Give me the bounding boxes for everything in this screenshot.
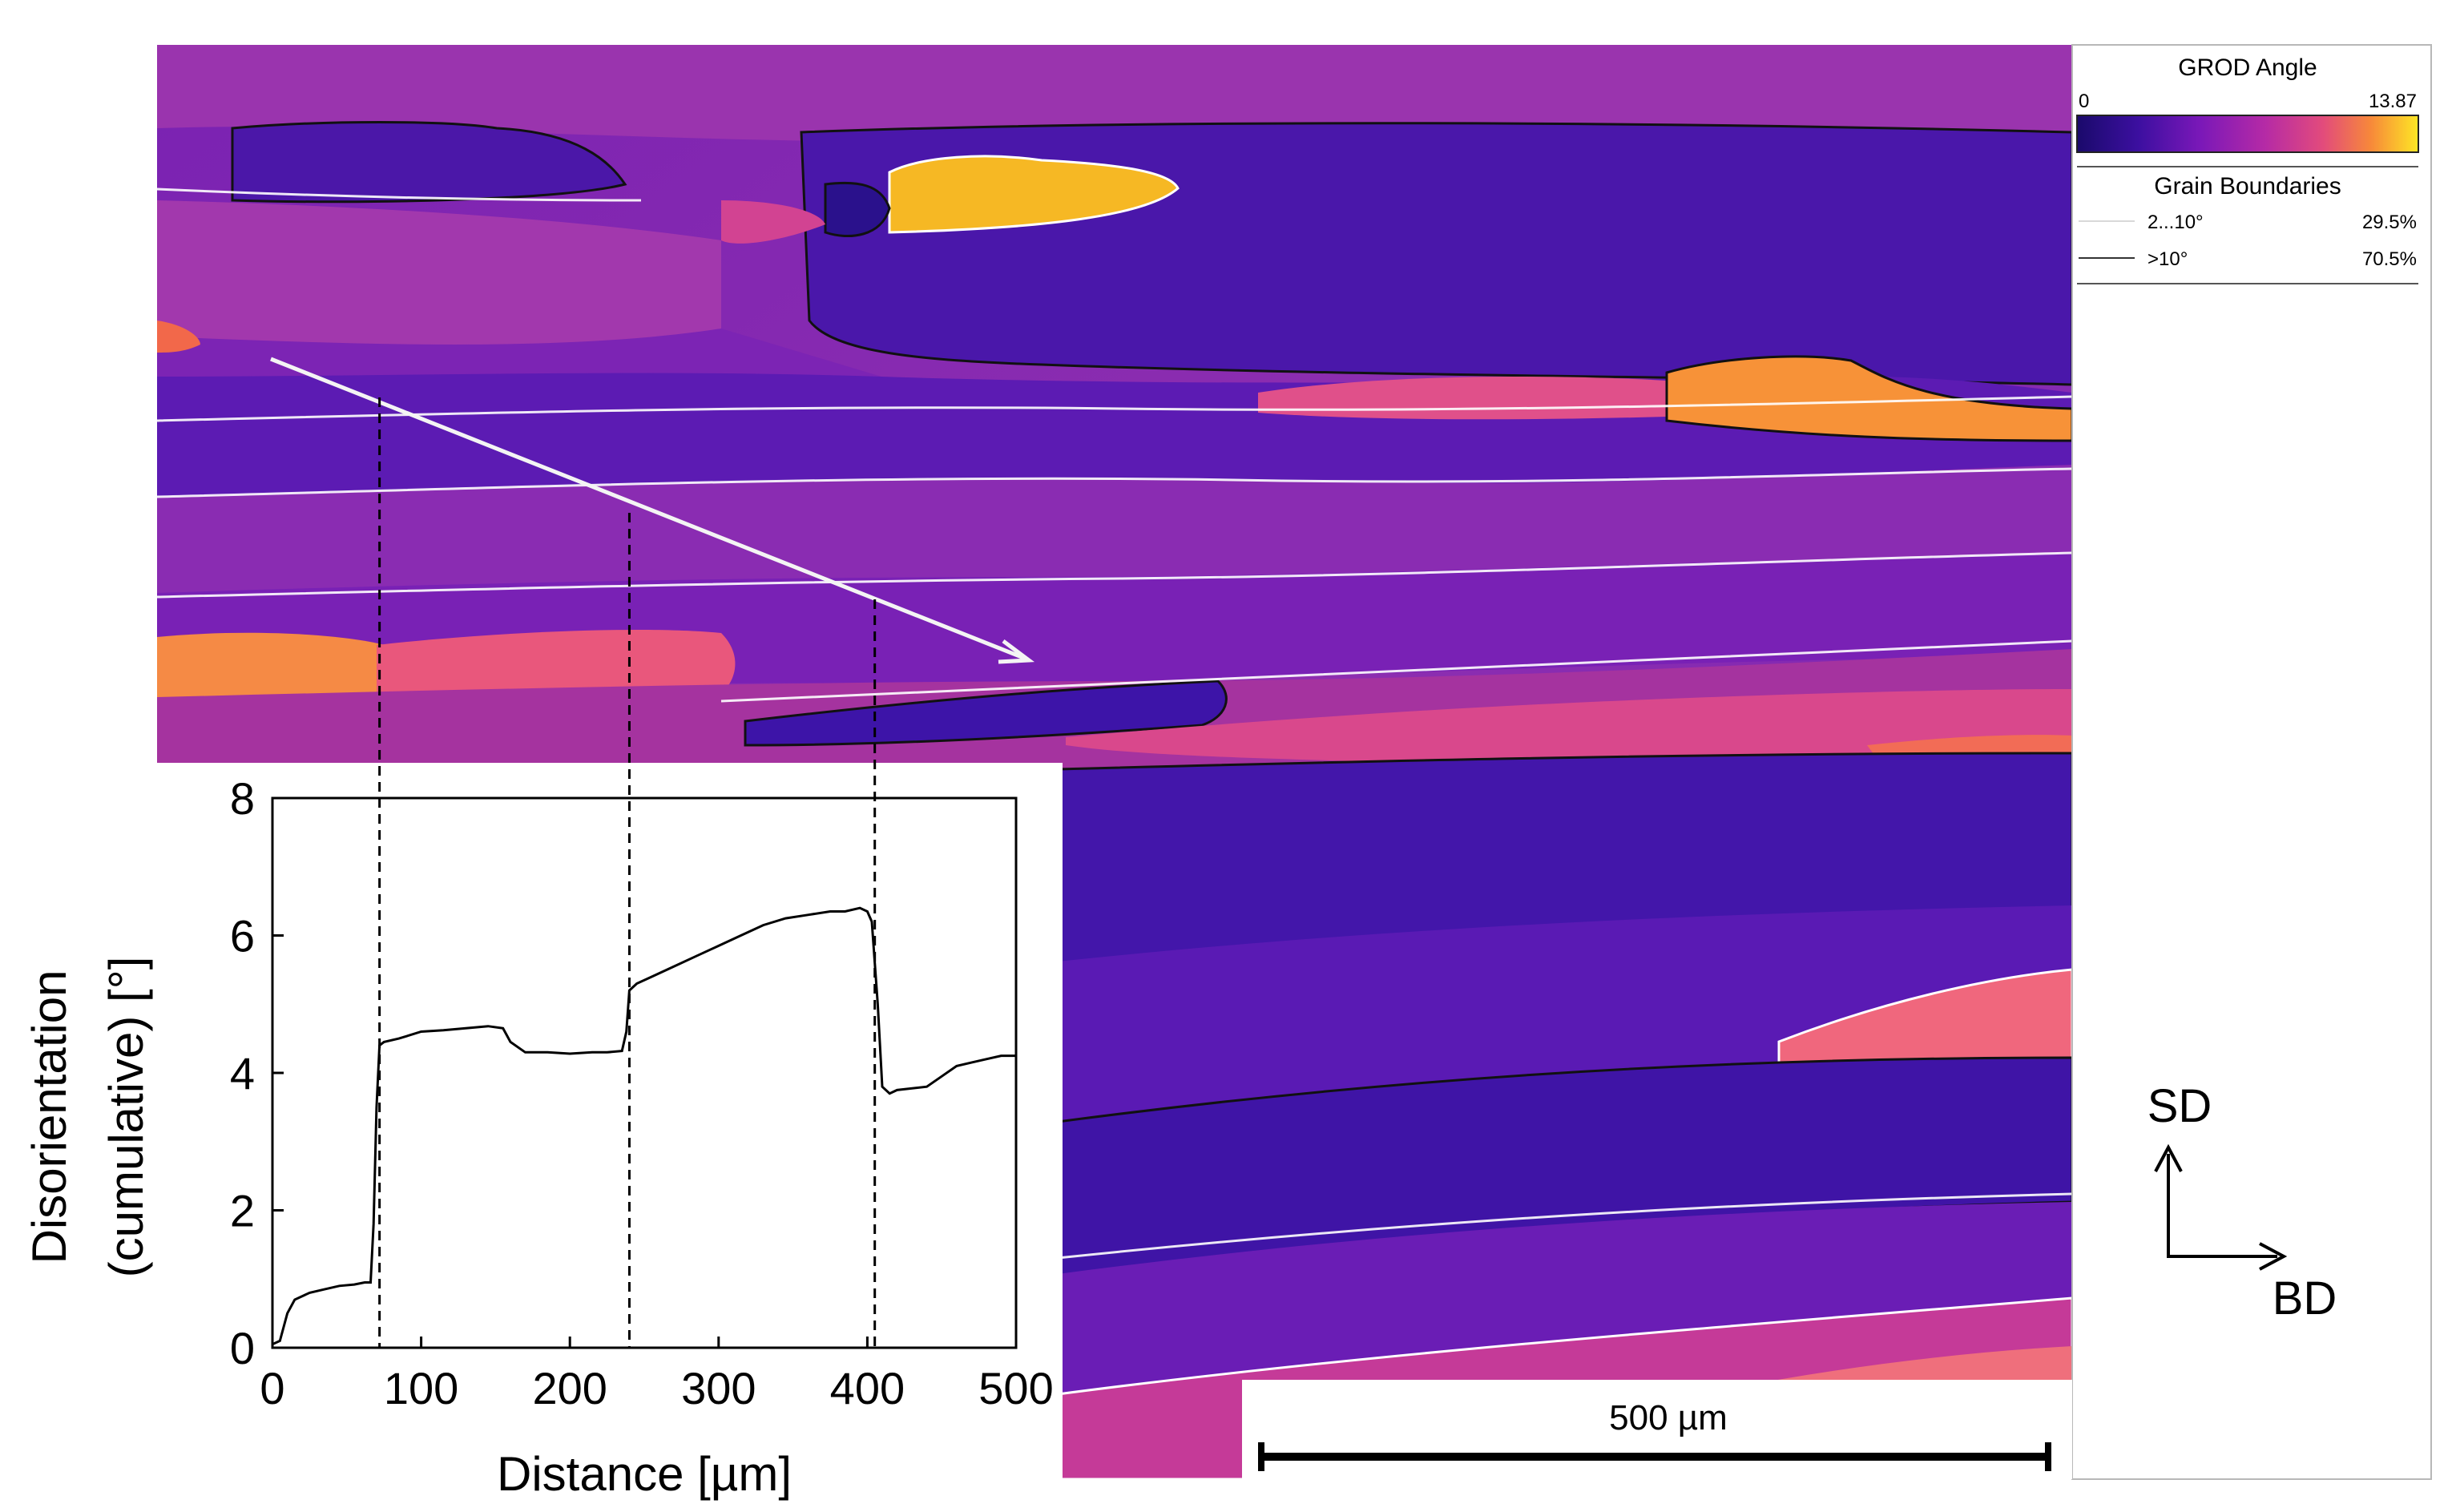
x-tick-label: 0 [260,1363,284,1413]
gb-low-value: 29.5% [2362,212,2417,233]
series-line [272,906,1016,1346]
profile-arrowhead [998,639,1035,664]
grain-pink [721,200,825,244]
gb-legend-title: Grain Boundaries [2154,173,2341,200]
grod-legend-title: GROD Angle [2178,54,2317,81]
scale-bar-box [1242,1380,2072,1479]
x-tick-label: 500 [978,1363,1053,1413]
gb-high-label: >10° [2148,248,2188,270]
profile-line [270,357,1026,661]
grain-dark [744,679,1228,747]
sd-label: SD [2148,1080,2212,1132]
x-axis-label: Distance [µm] [497,1447,792,1501]
y-axis-label-line2: (cumulative) [°] [99,957,153,1278]
y-axis-label-line1: Disorientation [22,970,76,1264]
y-tick-label: 4 [230,1048,255,1099]
grain-pink [1066,689,2072,769]
grain-dark [824,181,891,238]
grain-band [1058,905,2072,1138]
y-tick-label: 0 [230,1323,255,1373]
x-tick-label: 300 [681,1363,756,1413]
gb-high-value: 70.5% [2362,248,2417,270]
x-tick-label: 400 [830,1363,905,1413]
bd-label: BD [2273,1272,2337,1325]
grod-map [157,45,2072,1479]
scale-bar-label: 500 µm [1609,1398,1728,1437]
grod-colorbar [2076,115,2419,153]
x-tick-label: 200 [532,1363,607,1413]
sd-arrow-head [2154,1143,2183,1172]
grain-band [231,121,627,204]
inset-chart: 0 2 4 6 8 0 100 200 300 400 500 Disorientation (c… [0,763,1063,1512]
grain-yellow [888,155,1180,234]
grain-band [1058,1202,2072,1410]
grain-band [157,200,721,372]
boundary-markers [378,397,877,1348]
low-angle-boundaries [157,187,2072,1260]
grain-band [157,45,2072,142]
y-tick-label: 8 [230,773,255,824]
grod-min-label: 0 [2079,91,2089,112]
bd-arrow-head [2259,1242,2288,1271]
x-tick-label: 100 [384,1363,458,1413]
x-axis-ticks: 0 100 200 300 400 500 [260,1337,1054,1413]
grain-pink [157,321,200,353]
legend-panel: GROD Angle 0 13.87 Grain Boundaries 2...… [2071,44,2432,1480]
y-axis-ticks: 0 2 4 6 8 [230,773,284,1373]
y-tick-label: 6 [230,911,255,962]
grain-orange [1665,355,2072,442]
y-tick-label: 2 [230,1186,255,1236]
scale-bar: 500 µm [1242,1380,2072,1479]
grod-max-label: 13.87 [2369,91,2417,112]
direction-indicator: SD BD [2148,1080,2337,1325]
inset-background [0,763,1063,1512]
gb-low-label: 2...10° [2148,212,2204,233]
